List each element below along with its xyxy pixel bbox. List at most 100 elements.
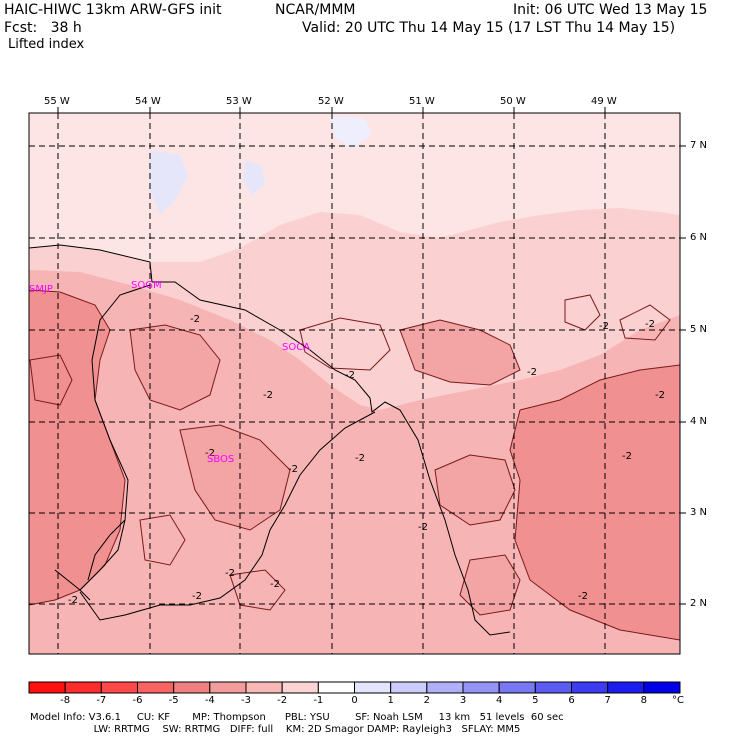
colorbar-tick-label: -5 xyxy=(168,695,179,706)
contour-label: -2 xyxy=(355,453,365,464)
blue-patch xyxy=(243,160,265,195)
contour-label: -2 xyxy=(645,319,655,330)
contour-line xyxy=(229,569,286,611)
colorbar-swatch xyxy=(173,681,211,694)
colorbar-tick-label: -2 xyxy=(277,695,288,706)
colorbar-tick-label: -6 xyxy=(132,695,143,706)
colorbar-tick-label: -8 xyxy=(60,695,71,706)
deep-region-east xyxy=(400,320,520,385)
colorbar-tick-label: 7 xyxy=(604,695,611,706)
field-name: Lifted index xyxy=(8,37,85,52)
deep-region-east xyxy=(435,455,515,525)
contour-line xyxy=(179,424,291,531)
coastline xyxy=(29,244,511,636)
lon-label-52w: 52 W xyxy=(318,96,344,107)
contour-label: -2 xyxy=(599,321,609,332)
colorbar-tick-label: 3 xyxy=(459,695,467,706)
colorbar-swatch xyxy=(281,681,319,694)
station-soca: SOCA xyxy=(282,342,310,353)
deep-region-east xyxy=(460,555,520,615)
contour-label: -2 xyxy=(263,390,273,401)
colorbar-swatch xyxy=(100,681,138,694)
contour-label: -2 xyxy=(190,314,200,325)
station-smjp: SMJP xyxy=(29,284,53,295)
blue-patch xyxy=(150,150,188,215)
lat-label-3n: 3 N xyxy=(690,507,708,518)
colorbar-tick-label: -1 xyxy=(313,695,324,706)
contour-line xyxy=(459,554,521,616)
border-line xyxy=(54,569,91,601)
contour-label: -2 xyxy=(270,579,280,590)
colorbar-swatch xyxy=(317,681,355,694)
colorbar-swatch xyxy=(462,681,500,694)
contour-line xyxy=(129,324,221,411)
lon-label-50w: 50 W xyxy=(500,96,526,107)
lon-label-55w: 55 W xyxy=(44,96,70,107)
contour-label: -2 xyxy=(655,390,665,401)
map-frame xyxy=(28,112,681,655)
contour-line xyxy=(299,317,391,371)
model-info-line1: Model Info: V3.6.1 CU: KF MP: Thompson P… xyxy=(30,712,564,723)
colorbar-swatch xyxy=(245,681,283,694)
blue-patch xyxy=(330,116,372,148)
valid-time: Valid: 20 UTC Thu 14 May 15 (17 LST Thu … xyxy=(302,20,676,36)
border-line xyxy=(87,519,126,581)
border-line xyxy=(79,411,376,621)
forecast-hour: Fcst: 38 h xyxy=(4,20,82,36)
contour-line xyxy=(139,514,186,566)
lon-label-49w: 49 W xyxy=(591,96,617,107)
contour-label: -2 xyxy=(288,464,298,475)
contour-line xyxy=(434,454,516,526)
colorbar-swatch xyxy=(498,681,536,694)
model-info-line2: LW: RRTMG SW: RRTMG DIFF: full KM: 2D Sm… xyxy=(30,724,521,735)
colorbar-tick-label: 5 xyxy=(532,695,539,706)
lat-label-5n: 5 N xyxy=(690,324,708,335)
colorbar-swatch xyxy=(571,681,609,694)
contour-line xyxy=(29,354,73,406)
deep-region-west xyxy=(29,290,125,605)
lon-label-53w: 53 W xyxy=(226,96,252,107)
contour-label: -2 xyxy=(345,370,355,381)
deep-region-west xyxy=(180,425,290,530)
contour-label: -2 xyxy=(225,568,235,579)
colorbar-tick-label: 1 xyxy=(387,695,394,706)
contour-line xyxy=(399,319,521,386)
contour-label: -2 xyxy=(527,367,537,378)
lat-label-2n: 2 N xyxy=(690,598,708,609)
contour-line xyxy=(509,409,680,641)
lon-label-54w: 54 W xyxy=(135,96,161,107)
contour-label: -2 xyxy=(418,522,428,533)
lat-label-7n: 7 N xyxy=(690,140,708,151)
colorbar-swatch xyxy=(354,681,392,694)
colorbar-tick-label: 6 xyxy=(568,695,575,706)
colorbar-tick-label: 8 xyxy=(640,695,648,706)
colorbar-tick-label: -3 xyxy=(241,695,251,706)
colorbar-unit: °C xyxy=(672,695,684,706)
deep-region-west xyxy=(130,325,220,410)
init-time: Init: 06 UTC Wed 13 May 15 xyxy=(513,2,708,18)
colorbar-swatch xyxy=(534,681,573,694)
colorbar-swatch xyxy=(137,681,175,694)
colorbar-swatch xyxy=(390,681,428,694)
station-sbos: SBOS xyxy=(207,454,234,465)
contour-label: -2 xyxy=(192,591,202,602)
lon-label-51w: 51 W xyxy=(409,96,435,107)
deep-region-east xyxy=(510,365,680,640)
contour-label: -2 xyxy=(68,595,78,606)
colorbar-tick-label: 0 xyxy=(351,695,358,706)
center-label: NCAR/MMM xyxy=(275,2,356,18)
station-sogm: SOGM xyxy=(131,280,162,291)
colorbar-tick-label: 2 xyxy=(423,695,431,706)
colorbar-tick-label: -4 xyxy=(204,695,215,706)
lat-label-4n: 4 N xyxy=(690,416,708,427)
lat-label-6n: 6 N xyxy=(690,232,708,243)
colorbar-swatch xyxy=(64,681,102,694)
contour-line xyxy=(564,294,601,331)
colorbar-swatch xyxy=(28,681,66,694)
contour-label: -2 xyxy=(578,591,588,602)
colorbar-tick-label: -7 xyxy=(96,695,107,706)
colorbar-tick-label: 4 xyxy=(495,695,503,706)
colorbar-swatch xyxy=(607,681,645,694)
contour-label: -2 xyxy=(622,451,632,462)
colorbar-swatch xyxy=(643,681,681,694)
